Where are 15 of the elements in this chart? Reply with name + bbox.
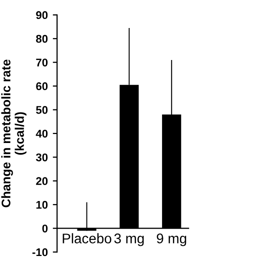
y-tick-label: 90 [36,11,48,20]
y-tick-label: 80 [36,34,48,43]
y-tick-label: 10 [36,200,48,209]
y-tick-label: 60 [36,82,48,90]
y-tick-label: 20 [36,177,48,186]
y-axis-title: Change in metabolic rate (kcal/d) [1,60,26,208]
y-tick-label: 70 [36,58,48,66]
x-tick-label: Placebo [62,233,112,244]
y-tick-label: 40 [36,130,48,138]
y-tick-label: 0 [42,224,48,232]
y-tick-label: 30 [36,153,48,162]
y-tick-label: 50 [36,106,48,114]
x-tick-label: 3 mg [114,234,144,246]
x-tick-label: 9 mg [156,234,186,246]
y-tick-label: -10 [32,248,48,256]
